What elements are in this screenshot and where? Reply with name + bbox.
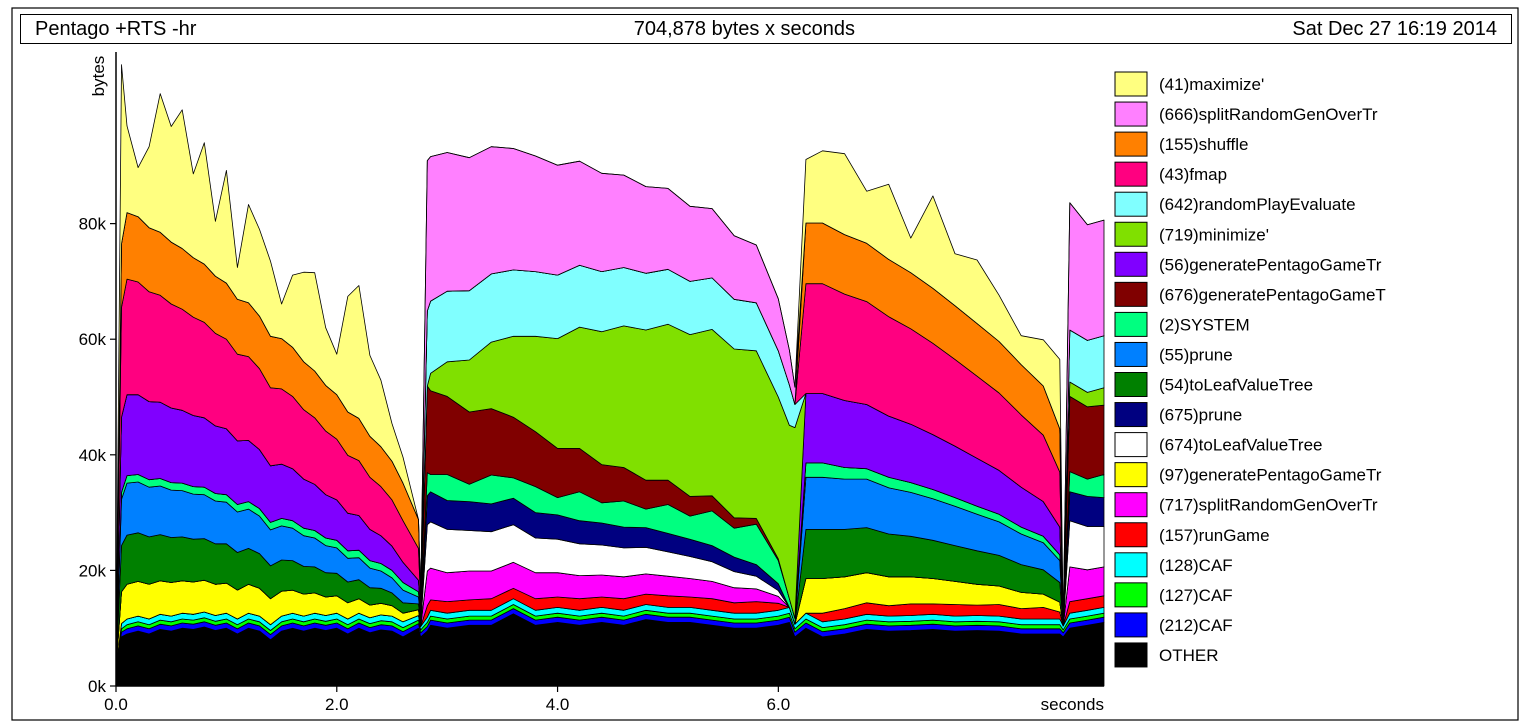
profile-header: Pentago +RTS -hr 704,878 bytes x seconds… — [20, 14, 1512, 44]
legend-swatch-43-fmap — [1114, 161, 1148, 187]
legend-label-41-maximize: (41)maximize' — [1159, 75, 1264, 94]
legend-swatch-719-minimize — [1114, 221, 1148, 247]
total-bytes-seconds: 704,878 bytes x seconds — [633, 17, 856, 40]
legend-label-666-splitrandomgenovertr: (666)splitRandomGenOverTr — [1159, 105, 1378, 124]
legend-swatch-642-randomplayevaluate — [1114, 191, 1148, 217]
legend-label-other: OTHER — [1159, 646, 1219, 665]
legend-swatch-2-system — [1114, 311, 1148, 337]
legend-swatch-155-shuffle — [1114, 131, 1148, 157]
x-tick-label: 2.0 — [325, 695, 349, 714]
outer-border — [11, 7, 1519, 721]
profile-date: Sat Dec 27 16:19 2014 — [1292, 17, 1497, 40]
legend-swatch-127-caf — [1114, 582, 1148, 608]
legend-label-43-fmap: (43)fmap — [1159, 165, 1227, 184]
legend-swatch-55-prune — [1114, 341, 1148, 367]
y-tick-label: 60k — [79, 330, 107, 349]
legend-label-97-generatepentagogametr: (97)generatePentagoGameTr — [1159, 466, 1382, 485]
legend-label-55-prune: (55)prune — [1159, 345, 1233, 364]
legend-swatch-675-prune — [1114, 402, 1148, 428]
y-axis-label: bytes — [89, 56, 108, 97]
x-tick-label: 6.0 — [767, 695, 791, 714]
legend-label-676-generatepentagogamet: (676)generatePentagoGameT — [1159, 285, 1386, 304]
x-axis-label: seconds — [1041, 695, 1104, 714]
legend-label-2-system: (2)SYSTEM — [1159, 315, 1250, 334]
legend-swatch-128-caf — [1114, 552, 1148, 578]
y-tick-label: 80k — [79, 215, 107, 234]
legend-swatch-97-generatepentagogametr — [1114, 462, 1148, 488]
legend-label-128-caf: (128)CAF — [1159, 556, 1233, 575]
legend-swatch-674-toleafvaluetree — [1114, 432, 1148, 458]
legend-swatch-666-splitrandomgenovertr — [1114, 101, 1148, 127]
series-area-41-maximize — [115, 64, 1105, 670]
legend-label-157-rungame: (157)runGame — [1159, 526, 1270, 545]
program-name: Pentago +RTS -hr — [35, 17, 197, 40]
legend-label-674-toleafvaluetree: (674)toLeafValueTree — [1159, 436, 1323, 455]
y-tick-label: 0k — [88, 677, 106, 696]
legend-label-675-prune: (675)prune — [1159, 406, 1242, 425]
legend-swatch-56-generatepentagogametr — [1114, 251, 1148, 277]
legend-label-717-splitrandomgenovertr: (717)splitRandomGenOverTr — [1159, 496, 1378, 515]
legend-label-212-caf: (212)CAF — [1159, 616, 1233, 635]
legend-label-642-randomplayevaluate: (642)randomPlayEvaluate — [1159, 195, 1356, 214]
legend-swatch-54-toleafvaluetree — [1114, 372, 1148, 397]
legend-label-127-caf: (127)CAF — [1159, 586, 1233, 605]
y-tick-label: 40k — [79, 446, 107, 465]
x-tick-label: 0.0 — [104, 695, 128, 714]
legend-swatch-717-splitrandomgenovertr — [1114, 492, 1148, 518]
legend-swatch-41-maximize — [1114, 71, 1148, 97]
legend-swatch-676-generatepentagogamet — [1114, 281, 1148, 307]
x-tick-label: 4.0 — [546, 695, 570, 714]
legend-label-56-generatepentagogametr: (56)generatePentagoGameTr — [1159, 255, 1382, 274]
legend-swatch-other — [1114, 642, 1148, 668]
legend-label-719-minimize: (719)minimize' — [1159, 225, 1269, 244]
legend-swatch-157-rungame — [1114, 522, 1148, 548]
legend-swatch-212-caf — [1114, 612, 1148, 638]
legend-label-155-shuffle: (155)shuffle — [1159, 135, 1248, 154]
legend-label-54-toleafvaluetree: (54)toLeafValueTree — [1159, 376, 1313, 395]
y-tick-label: 20k — [79, 561, 107, 580]
